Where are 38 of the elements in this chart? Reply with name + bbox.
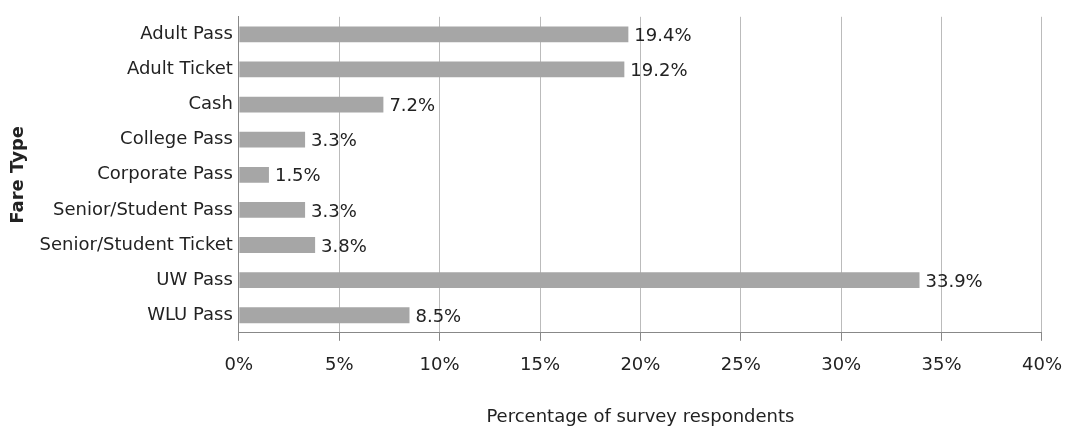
x-tick-label: 40% [1021, 353, 1062, 375]
data-label: 33.9% [925, 269, 983, 291]
data-label: 1.5% [274, 164, 321, 186]
bar [239, 237, 316, 253]
x-axis-title: Percentage of survey respondents [486, 404, 795, 426]
bar [239, 131, 306, 148]
x-tick-label: 10% [419, 353, 460, 375]
x-tick-label: 25% [720, 353, 761, 375]
bar [239, 307, 410, 324]
bar [239, 272, 920, 289]
x-tick-label: 30% [821, 353, 862, 375]
data-label: 19.2% [630, 59, 688, 81]
bar [239, 202, 306, 218]
bar [239, 96, 384, 113]
y-tick-label: College Pass [120, 127, 233, 149]
y-tick-label: Adult Pass [140, 22, 233, 44]
x-tick-label: 0% [224, 353, 254, 375]
data-label: 3.8% [321, 234, 367, 256]
x-tick-label: 5% [324, 353, 354, 375]
data-label: 3.3% [311, 129, 357, 151]
y-tick-label: Corporate Pass [97, 162, 233, 184]
y-tick-label: Adult Ticket [126, 57, 233, 79]
bar [239, 61, 625, 78]
y-tick-label: Senior/Student Pass [53, 197, 233, 219]
bar [239, 26, 629, 43]
data-label: 19.4% [634, 24, 692, 46]
data-label: 3.3% [311, 199, 357, 221]
bar [239, 166, 269, 183]
x-tick-label: 20% [620, 353, 661, 375]
x-tick-label: 15% [520, 353, 561, 375]
y-tick-label: Senior/Student Ticket [39, 232, 233, 254]
data-label: 8.5% [415, 304, 462, 326]
data-label: 7.2% [389, 94, 436, 116]
y-tick-label: Cash [188, 92, 233, 114]
y-tick-label: WLU Pass [147, 302, 233, 324]
y-tick-label: UW Pass [156, 267, 233, 289]
x-tick-label: 35% [921, 353, 962, 375]
y-axis-title: Fare Type [6, 125, 28, 224]
